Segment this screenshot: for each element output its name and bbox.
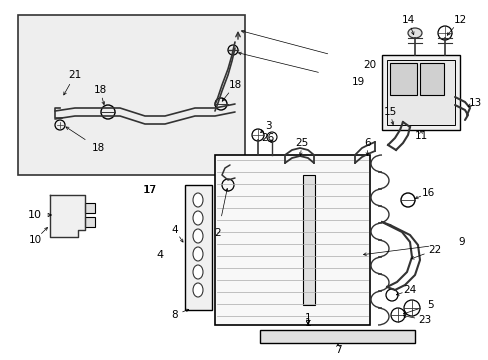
Text: 4: 4	[156, 250, 163, 260]
Text: 5: 5	[426, 300, 432, 310]
Text: 26: 26	[261, 133, 274, 143]
Bar	[85, 203, 95, 213]
Text: 14: 14	[401, 15, 414, 25]
Text: 7: 7	[334, 345, 341, 355]
Ellipse shape	[193, 265, 203, 279]
Text: 20: 20	[363, 60, 376, 70]
Ellipse shape	[193, 247, 203, 261]
Bar	[302, 175, 314, 305]
Text: 17: 17	[142, 185, 157, 195]
Ellipse shape	[407, 28, 421, 38]
Text: 18: 18	[228, 80, 241, 90]
Text: 19: 19	[351, 77, 364, 87]
Ellipse shape	[193, 229, 203, 243]
Text: 13: 13	[468, 98, 481, 108]
Text: 1: 1	[304, 313, 311, 323]
Bar	[389, 63, 416, 95]
Bar	[18, 15, 244, 175]
Text: 18: 18	[91, 143, 104, 153]
Text: 24: 24	[403, 285, 416, 295]
Bar	[386, 60, 454, 125]
Text: 2: 2	[214, 228, 221, 238]
Text: 17: 17	[143, 185, 156, 195]
Text: 22: 22	[427, 245, 441, 255]
Text: 12: 12	[452, 15, 466, 25]
Bar	[419, 63, 443, 95]
Ellipse shape	[193, 193, 203, 207]
Text: 11: 11	[413, 131, 427, 141]
Text: 15: 15	[383, 107, 396, 117]
Text: 23: 23	[418, 315, 431, 325]
Text: 10: 10	[28, 235, 41, 245]
Text: 25: 25	[295, 138, 308, 148]
Text: 18: 18	[93, 85, 106, 95]
Polygon shape	[50, 195, 85, 237]
Text: 16: 16	[421, 188, 434, 198]
Bar	[85, 217, 95, 227]
Text: 6: 6	[364, 138, 370, 148]
Bar	[184, 185, 212, 310]
Text: 9: 9	[458, 237, 465, 247]
Ellipse shape	[193, 211, 203, 225]
Bar	[381, 55, 459, 130]
Text: 1: 1	[304, 318, 311, 328]
Text: 21: 21	[68, 70, 81, 80]
Bar	[215, 155, 369, 325]
Text: 4: 4	[171, 225, 178, 235]
Bar	[260, 330, 414, 343]
Ellipse shape	[193, 283, 203, 297]
Text: 3: 3	[264, 121, 271, 131]
Text: 10: 10	[28, 210, 42, 220]
Text: 8: 8	[171, 310, 178, 320]
